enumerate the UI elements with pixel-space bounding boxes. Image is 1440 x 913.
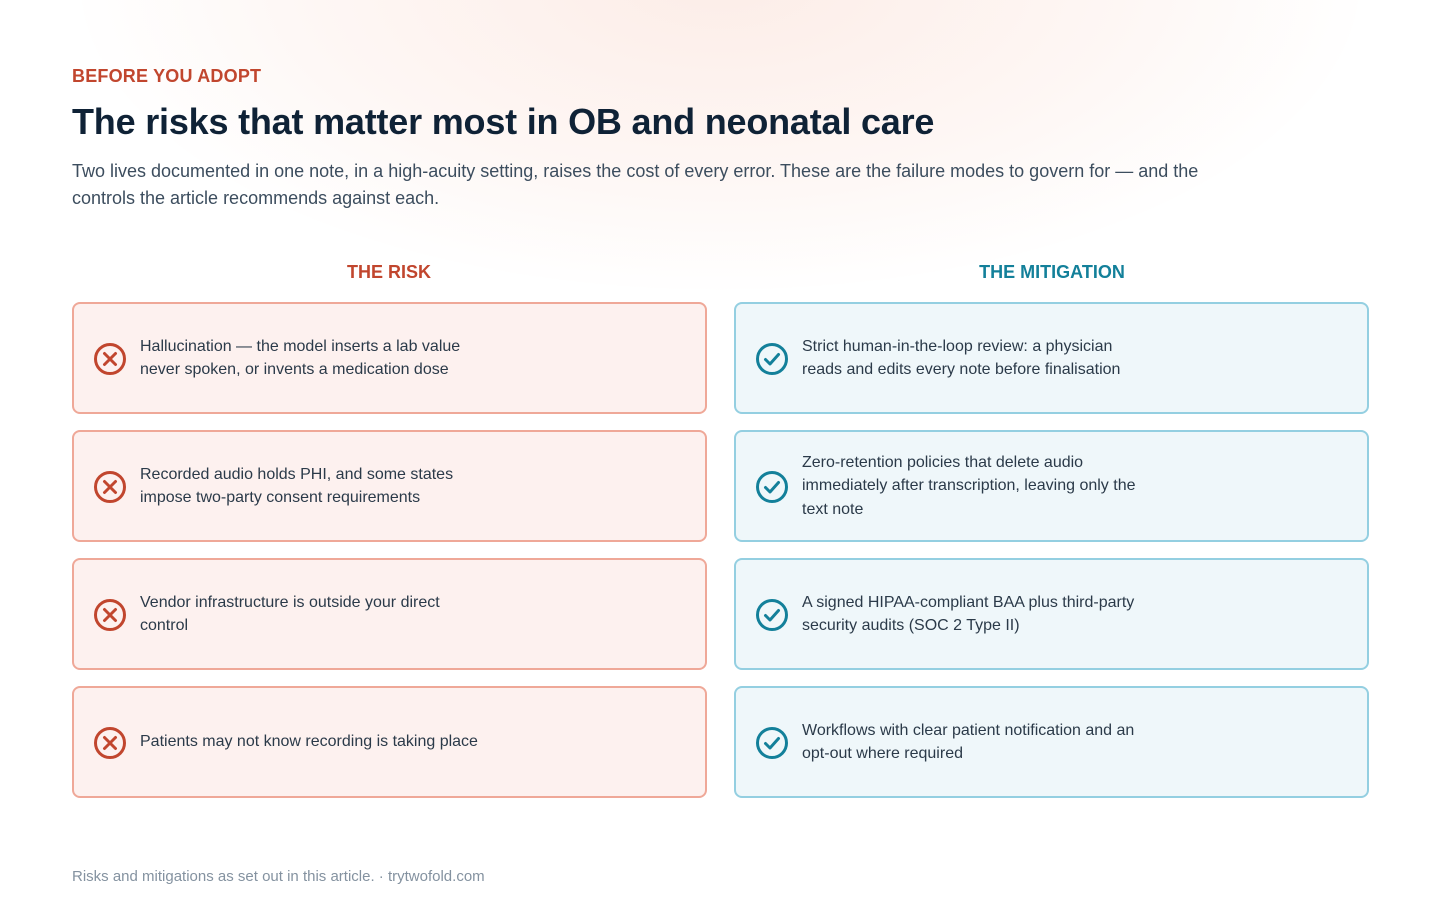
risk-text: Hallucination — the model inserts a lab …: [140, 337, 461, 379]
footer-source: Risks and mitigations as set out in this…: [72, 868, 485, 885]
page-title: The risks that matter most in OB and neo…: [72, 101, 935, 142]
x-circle-icon: [94, 343, 126, 375]
risk-text: Recorded audio holds PHI, and some state…: [140, 465, 454, 507]
check-circle-icon: [756, 343, 788, 375]
check-circle-icon: [756, 599, 788, 631]
check-circle-icon: [756, 727, 788, 759]
eyebrow-label: BEFORE YOU ADOPT: [72, 66, 262, 86]
risk-text: Patients may not know recording is takin…: [140, 733, 478, 751]
risk-card: Vendor infrastructure is outside your di…: [72, 558, 707, 670]
mitigation-card: Zero-retention policies that delete audi…: [734, 430, 1369, 542]
check-circle-icon: [756, 471, 788, 503]
mitigation-text: A signed HIPAA-compliant BAA plus third-…: [802, 593, 1135, 635]
risk-card: Hallucination — the model inserts a lab …: [72, 302, 707, 414]
mitigation-card: Strict human-in-the-loop review: a physi…: [734, 302, 1369, 414]
risk-text: Vendor infrastructure is outside your di…: [140, 593, 440, 635]
mitigation-column-header: THE MITIGATION: [979, 262, 1125, 282]
page-subtitle: Two lives documented in one note, in a h…: [72, 161, 1199, 208]
risk-card: Recorded audio holds PHI, and some state…: [72, 430, 707, 542]
mitigation-text: Workflows with clear patient notificatio…: [802, 721, 1135, 763]
mitigation-text: Zero-retention policies that delete audi…: [802, 453, 1136, 518]
mitigation-card: Workflows with clear patient notificatio…: [734, 686, 1369, 798]
x-circle-icon: [94, 599, 126, 631]
x-circle-icon: [94, 727, 126, 759]
risk-card: Patients may not know recording is takin…: [72, 686, 707, 798]
mitigation-card: A signed HIPAA-compliant BAA plus third-…: [734, 558, 1369, 670]
background-glow: [80, 0, 1360, 290]
x-circle-icon: [94, 471, 126, 503]
mitigation-text: Strict human-in-the-loop review: a physi…: [802, 337, 1121, 379]
risk-column-header: THE RISK: [346, 262, 431, 282]
